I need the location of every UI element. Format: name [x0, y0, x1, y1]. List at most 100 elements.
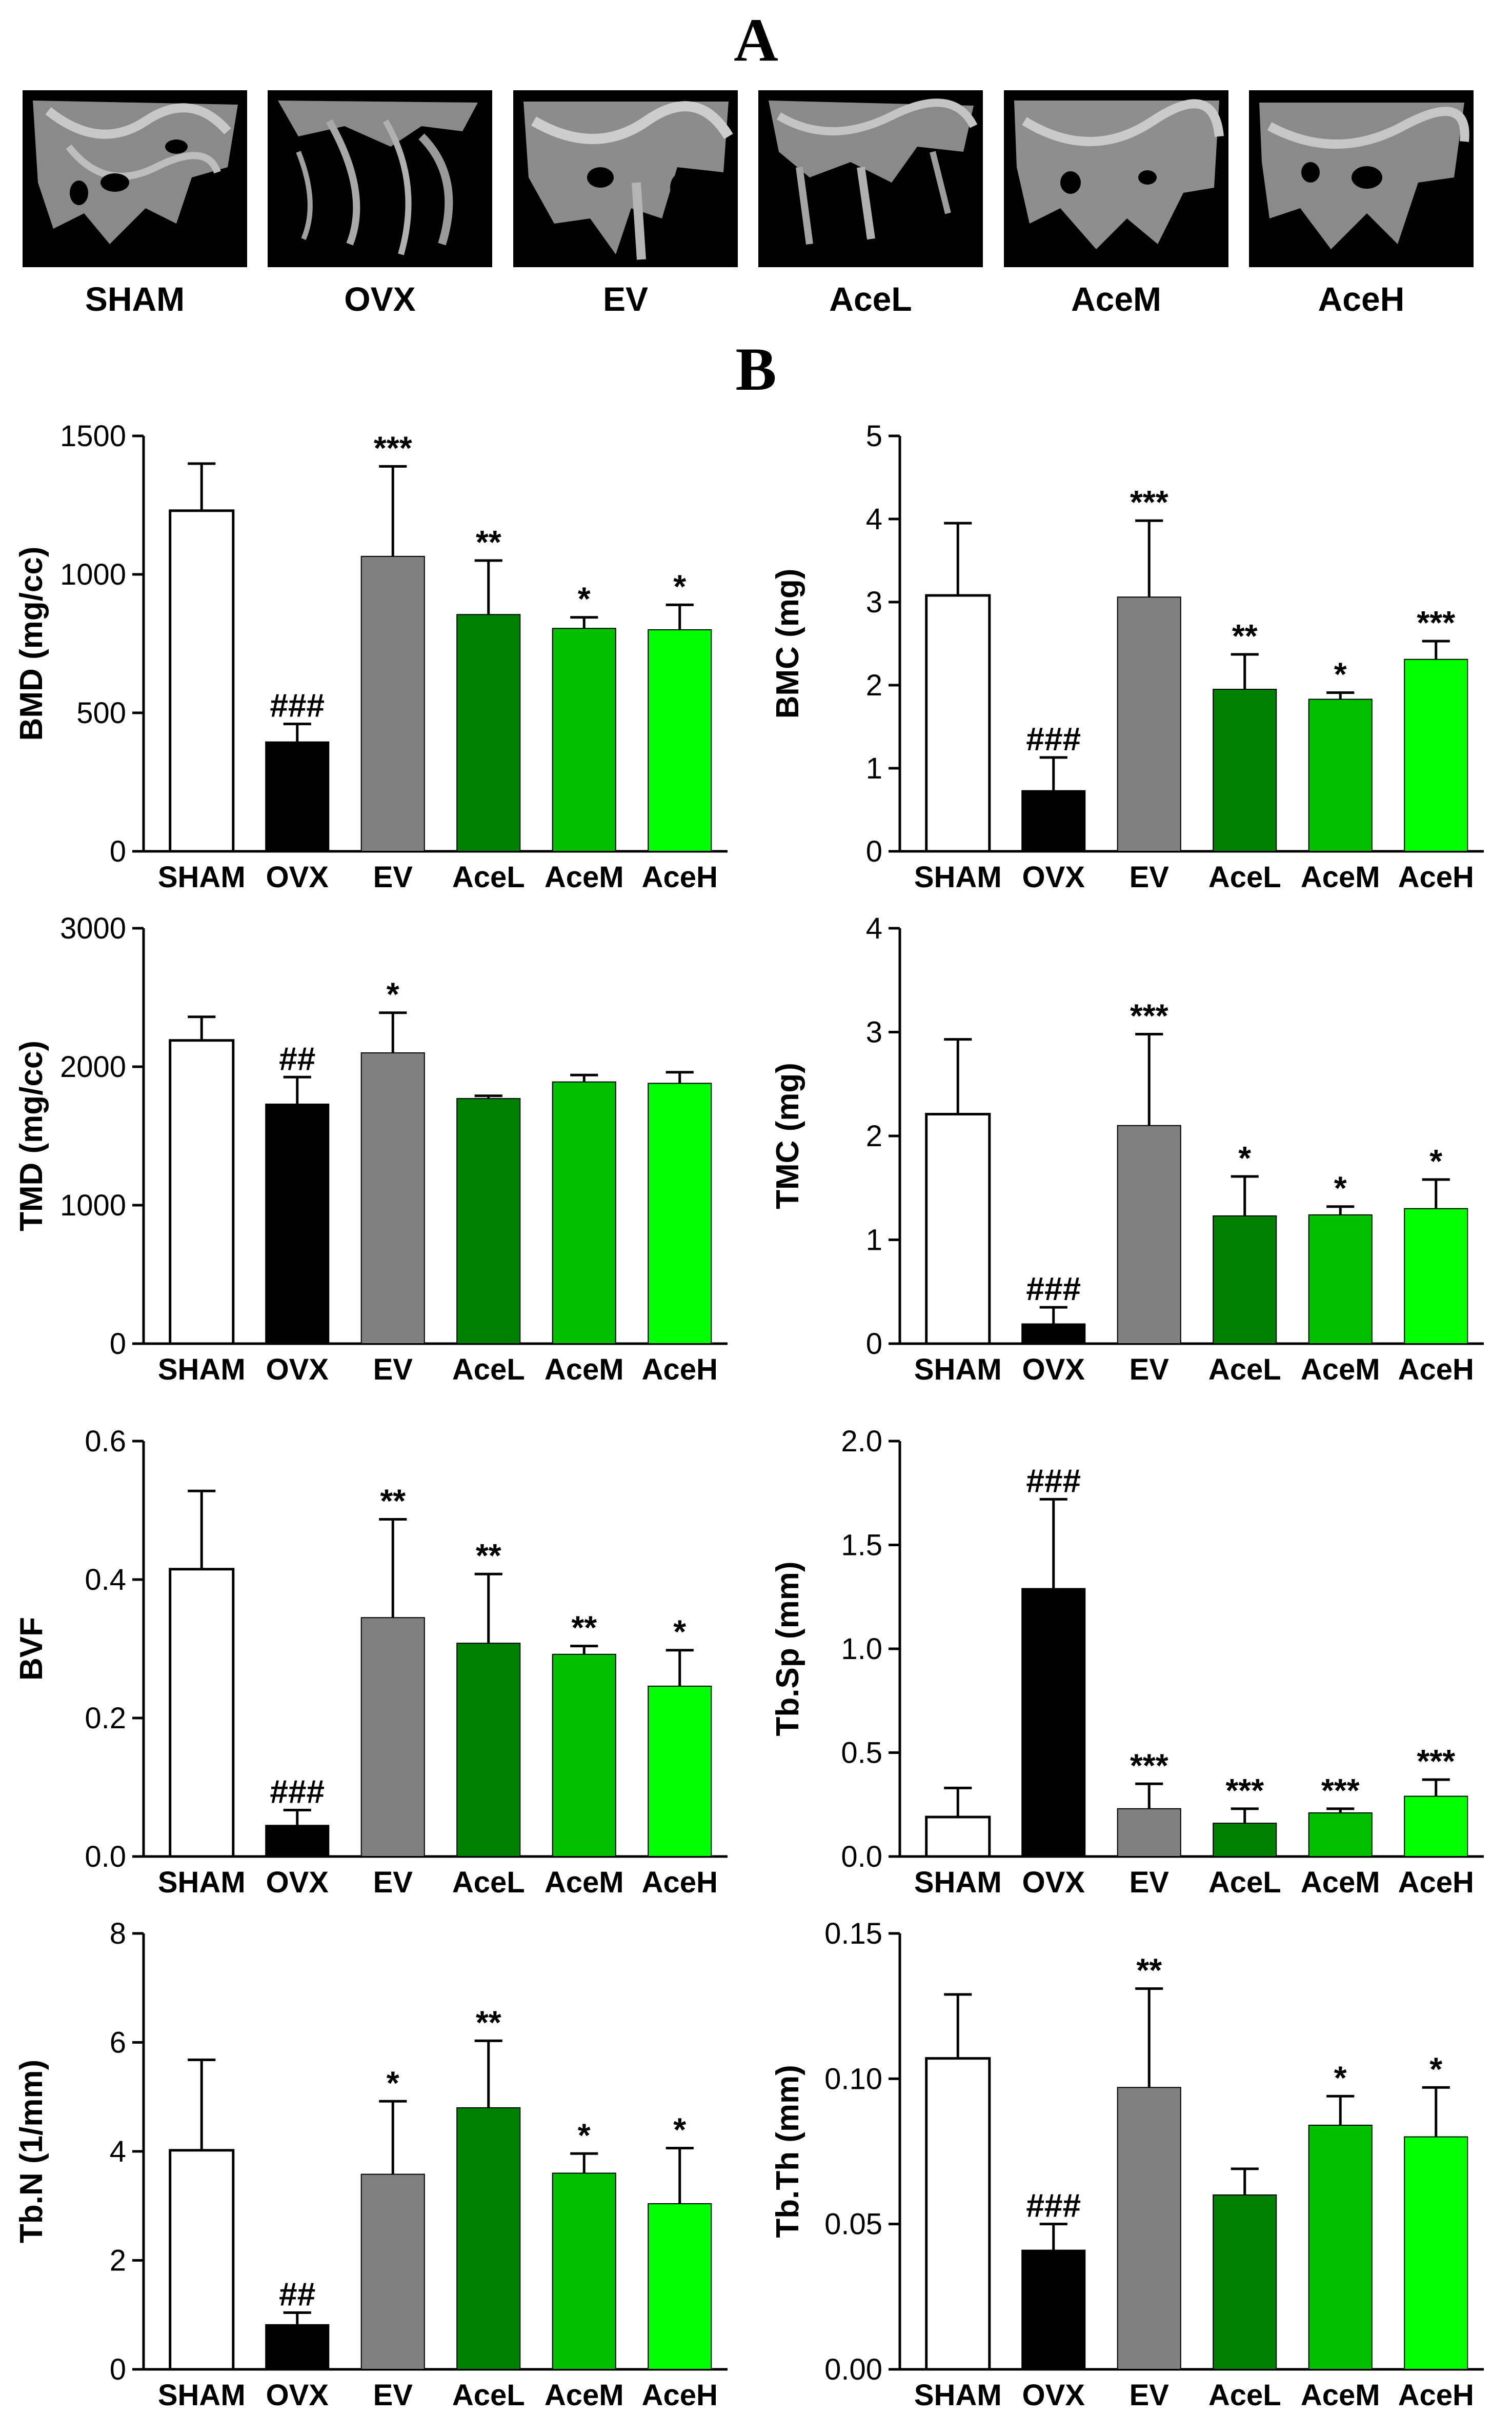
- x-tick-label: EV: [1130, 1353, 1170, 1386]
- y-tick-label: 1.0: [841, 1632, 882, 1666]
- y-axis-label: BVF: [14, 1617, 49, 1681]
- significance-marker: ***: [1130, 484, 1168, 521]
- y-tick-label: 1: [866, 1224, 882, 1257]
- bar-acem: [1308, 698, 1373, 852]
- x-tick-label: OVX: [266, 1866, 329, 1899]
- x-tick-label: AceL: [1208, 1866, 1281, 1899]
- x-tick-label: OVX: [266, 1353, 329, 1386]
- x-tick-label: AceL: [452, 2379, 525, 2412]
- x-tick-label: OVX: [1022, 861, 1085, 894]
- x-tick-label: OVX: [266, 2379, 329, 2412]
- x-tick-label: OVX: [266, 861, 329, 894]
- bar-ovx: [1021, 790, 1086, 852]
- x-tick-label: EV: [373, 861, 413, 894]
- x-tick-label: EV: [1130, 861, 1170, 894]
- bar-sham: [169, 1039, 235, 1345]
- x-tick-label: AceH: [1398, 1353, 1474, 1386]
- y-tick-label: 0.05: [824, 2208, 882, 2241]
- significance-marker: ***: [1130, 997, 1168, 1034]
- significance-marker: **: [1136, 1952, 1162, 1989]
- significance-marker: *: [1429, 2050, 1442, 2087]
- significance-marker: *: [673, 2111, 686, 2148]
- y-tick-label: 1.5: [841, 1529, 882, 1562]
- x-tick-label: AceM: [545, 2379, 624, 2412]
- chart-tbsp: 0.0 0.5 1.0 1.5 2.0 Tb.Sp (mm) SHAM ### OVX *** EV…: [770, 1425, 1484, 1899]
- significance-marker: *: [578, 2117, 591, 2153]
- x-tick-label: AceH: [642, 1866, 718, 1899]
- bar-sham: [925, 1815, 991, 1858]
- significance-marker: ***: [1417, 604, 1455, 641]
- significance-marker: *: [1334, 2059, 1347, 2096]
- significance-marker: ***: [374, 429, 412, 466]
- bar-acem: [552, 1081, 616, 1344]
- y-tick-label: 3: [866, 586, 882, 619]
- bar-aceh: [648, 1083, 712, 1344]
- bar-ev: [1117, 1125, 1181, 1344]
- y-tick-label: 4: [866, 503, 882, 536]
- x-tick-label: AceL: [1208, 861, 1281, 894]
- bar-ev: [360, 555, 425, 852]
- bar-aceh: [648, 2203, 712, 2370]
- y-tick-label: 3: [866, 1016, 882, 1049]
- y-tick-label: 1: [866, 752, 882, 785]
- significance-marker: *: [387, 976, 399, 1013]
- panel-a-label: A: [734, 6, 778, 74]
- x-tick-label: AceH: [1398, 1866, 1474, 1899]
- bar-acem: [1308, 2125, 1373, 2370]
- micro-ct-image-aceh: [1249, 90, 1474, 267]
- image-label-acel: AceL: [829, 280, 912, 318]
- x-tick-label: AceH: [1398, 2379, 1474, 2412]
- significance-marker: ###: [1026, 2187, 1081, 2224]
- y-tick-label: 6: [110, 2026, 126, 2060]
- significance-marker: ###: [1026, 1270, 1081, 1307]
- micro-ct-image-acel: [758, 90, 983, 267]
- bar-ev: [1117, 596, 1181, 852]
- significance-marker: *: [1238, 1140, 1251, 1176]
- x-tick-label: OVX: [1022, 1353, 1085, 1386]
- x-tick-label: AceM: [545, 1353, 624, 1386]
- y-axis-label: BMC (mg): [770, 569, 805, 719]
- significance-marker: ***: [1130, 1747, 1168, 1784]
- y-tick-label: 0.10: [824, 2062, 882, 2095]
- chart-tmc: 0 1 2 3 4 TMC (mg) SHAM ### OVX *** EV * AceL * AceM * A…: [770, 912, 1484, 1386]
- y-tick-label: 2: [110, 2244, 126, 2278]
- significance-marker: ###: [1026, 1462, 1081, 1499]
- x-tick-label: AceL: [1208, 2379, 1281, 2412]
- bar-aceh: [1404, 1208, 1468, 1344]
- x-tick-label: AceL: [452, 861, 525, 894]
- y-axis-label: BMD (mg/cc): [14, 547, 49, 741]
- bar-acel: [1213, 1215, 1277, 1344]
- image-label-ev: EV: [602, 280, 649, 318]
- bar-ev: [360, 1617, 425, 1857]
- y-tick-label: 0: [866, 835, 882, 868]
- significance-marker: **: [1232, 617, 1258, 654]
- significance-marker: *: [1334, 1170, 1347, 1207]
- x-tick-label: EV: [1130, 1866, 1170, 1899]
- y-axis-label: TMC (mg): [770, 1063, 805, 1209]
- bar-acel: [1213, 2194, 1277, 2370]
- significance-marker: ###: [270, 687, 325, 724]
- x-tick-label: SHAM: [158, 2379, 246, 2412]
- significance-marker: *: [578, 581, 591, 617]
- y-tick-label: 1500: [60, 420, 126, 453]
- y-tick-label: 1000: [60, 558, 126, 591]
- x-tick-label: AceL: [452, 1353, 525, 1386]
- y-tick-label: 0: [110, 2353, 126, 2386]
- significance-marker: *: [387, 2064, 399, 2101]
- bar-ovx: [1021, 1588, 1086, 1857]
- bar-aceh: [648, 629, 712, 852]
- x-tick-label: AceM: [1301, 1353, 1380, 1386]
- bar-aceh: [1404, 2136, 1468, 2370]
- bar-acem: [552, 1653, 616, 1857]
- x-tick-label: AceM: [1301, 1866, 1380, 1899]
- bar-acel: [456, 1643, 521, 1857]
- y-tick-label: 0.0: [841, 1840, 882, 1873]
- micro-ct-image-ev: [513, 90, 738, 267]
- x-tick-label: AceM: [1301, 861, 1380, 894]
- bar-ev: [1117, 2087, 1181, 2370]
- panel-b-label: B: [735, 335, 777, 403]
- x-tick-label: SHAM: [914, 2379, 1002, 2412]
- x-tick-label: SHAM: [914, 1866, 1002, 1899]
- significance-marker: *: [673, 1613, 686, 1650]
- image-label-aceh: AceH: [1318, 280, 1405, 318]
